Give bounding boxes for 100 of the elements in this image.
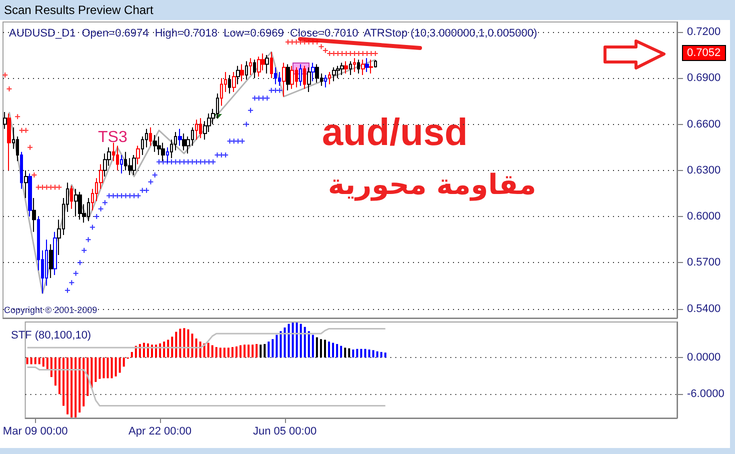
candlestick: [365, 58, 369, 72]
bar: [348, 348, 350, 358]
point: [240, 138, 245, 144]
bar: [66, 357, 69, 414]
point: [98, 206, 104, 212]
point: [173, 159, 178, 164]
bar: [211, 345, 214, 358]
bar: [256, 344, 258, 358]
bar: [284, 328, 286, 358]
point: [15, 114, 20, 120]
candlestick: [349, 60, 352, 76]
candlestick: [286, 64, 290, 91]
bar: [38, 357, 40, 364]
candlestick: [282, 62, 286, 98]
x-tick-label: Mar 09 00:00: [2, 426, 68, 438]
point: [186, 159, 191, 164]
bar: [352, 350, 354, 358]
bar: [324, 340, 326, 358]
candlestick: [249, 58, 252, 76]
bar: [368, 350, 370, 358]
bar: [118, 357, 121, 373]
candlestick: [28, 172, 32, 218]
bar: [304, 326, 306, 358]
bar: [86, 357, 89, 396]
y-tick-label: 0.0000: [687, 351, 721, 364]
bar: [312, 334, 314, 358]
bar: [163, 342, 166, 358]
bar: [272, 339, 274, 358]
point: [86, 237, 91, 242]
point: [90, 224, 95, 230]
bar: [288, 324, 290, 358]
candlestick: [199, 118, 202, 139]
bar: [340, 346, 342, 358]
candlestick: [257, 56, 261, 78]
candlestick: [182, 132, 186, 151]
candlestick: [369, 59, 373, 74]
bar: [292, 322, 294, 358]
point: [148, 179, 154, 184]
y-tick-label: 0.6600: [687, 118, 721, 130]
candlestick: [228, 74, 231, 94]
bar: [332, 342, 334, 358]
point: [248, 108, 254, 113]
point: [106, 193, 112, 198]
annotation: مقاومة محورية: [328, 168, 536, 201]
candlestick: [344, 60, 348, 74]
bar: [94, 357, 97, 382]
point: [327, 51, 332, 56]
bar: [316, 337, 318, 358]
candlestick: [153, 134, 157, 152]
bar: [195, 338, 198, 358]
point: [94, 214, 100, 220]
candlestick: [49, 244, 53, 279]
bar: [114, 357, 117, 376]
bar: [30, 357, 32, 364]
point: [152, 172, 158, 178]
bar: [240, 345, 242, 358]
bar: [102, 357, 105, 378]
y-tick-label: 0.5700: [687, 256, 721, 269]
candlestick: [324, 74, 327, 88]
bar: [26, 357, 28, 364]
y-tick-label: 0.6300: [687, 164, 721, 176]
annotation: TS3: [98, 129, 128, 147]
bar: [376, 351, 378, 358]
bar: [360, 348, 362, 358]
candlestick: [336, 65, 340, 79]
bar: [328, 342, 330, 358]
point: [368, 51, 374, 56]
candlestick: [178, 128, 182, 146]
bar: [54, 357, 56, 386]
bar: [380, 352, 382, 358]
bar: [276, 334, 278, 358]
point: [56, 184, 62, 190]
point: [356, 51, 362, 56]
y-tick-label: 0.5400: [687, 302, 721, 315]
point: [123, 193, 128, 198]
bar: [98, 357, 101, 379]
point: [210, 159, 216, 164]
point: [32, 172, 37, 178]
bar: [175, 332, 178, 358]
bar: [183, 328, 186, 358]
point: [23, 128, 28, 133]
point: [252, 96, 258, 101]
point: [290, 39, 295, 44]
bar: [78, 357, 81, 412]
candlestick: [265, 54, 269, 74]
point: [2, 72, 8, 78]
bar: [82, 357, 85, 406]
candlestick: [32, 198, 36, 232]
candlestick: [340, 62, 344, 76]
bar: [70, 357, 73, 418]
bar: [110, 357, 113, 378]
bar: [106, 357, 109, 378]
bar: [34, 357, 36, 364]
bar: [74, 357, 77, 418]
x-tick-label: Jun 05 00:00: [252, 426, 317, 438]
point: [28, 144, 33, 150]
candlestick: [361, 59, 365, 76]
bar: [260, 344, 262, 358]
bar: [268, 342, 270, 358]
candlestick: [299, 64, 302, 86]
